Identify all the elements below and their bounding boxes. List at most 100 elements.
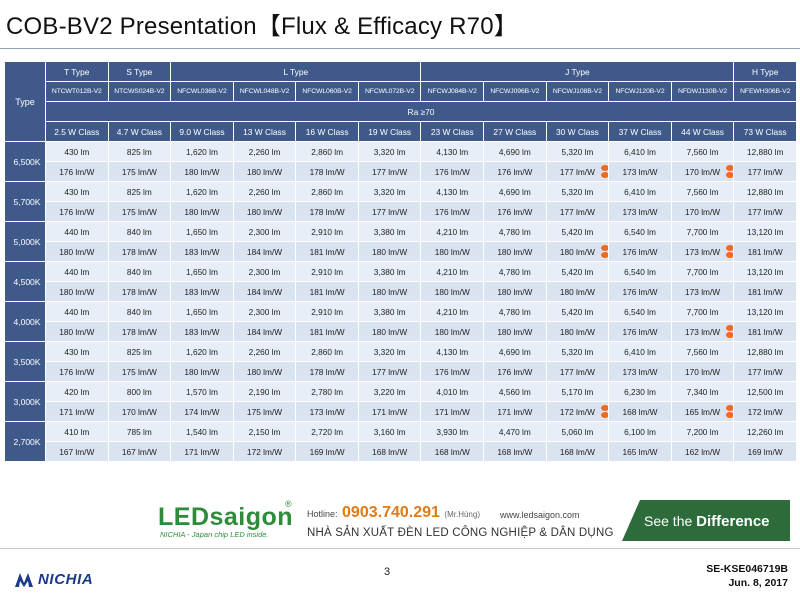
wattage-class-header: 23 W Class xyxy=(420,121,485,142)
efficacy-text: 177 lm/W xyxy=(559,206,595,217)
efficacy-value: 177 lm/W xyxy=(547,367,608,377)
flux-row: 4,500K 440 lm 840 lm 1,650 lm 2,300 lm 2,910 … xyxy=(4,261,797,302)
efficacy-cell: 177 lm/W xyxy=(545,161,610,182)
hotline-label: Hotline: xyxy=(307,509,338,519)
efficacy-text: 180 lm/W xyxy=(559,326,595,337)
flux-cell: 2,260 lm xyxy=(232,341,297,362)
efficacy-cell: 180 lm/W xyxy=(45,281,109,302)
flux-cell: 7,700 lm xyxy=(670,221,735,242)
highlight-marker-icon xyxy=(600,244,608,258)
efficacy-text: 177 lm/W xyxy=(372,206,408,217)
nichia-logo: NICHIA xyxy=(14,571,93,588)
flux-cell: 2,910 lm xyxy=(295,301,359,322)
efficacy-cell: 176 lm/W xyxy=(420,161,485,182)
efficacy-cell: 184 lm/W xyxy=(232,281,297,302)
efficacy-cell: 176 lm/W xyxy=(420,201,485,222)
efficacy-value: 165 lm/W xyxy=(672,404,733,418)
flux-cell: 2,190 lm xyxy=(232,381,297,402)
efficacy-value: 173 lm/W xyxy=(672,244,733,258)
part-number-header: NFCWL036B-V2 xyxy=(170,81,234,102)
efficacy-value: 170 lm/W xyxy=(109,407,170,417)
flux-cell: 5,320 lm xyxy=(545,181,610,202)
efficacy-value: 176 lm/W xyxy=(46,207,107,217)
efficacy-cell: 180 lm/W xyxy=(232,201,297,222)
efficacy-text: 172 lm/W xyxy=(747,406,783,417)
nichia-emblem-icon xyxy=(15,572,33,587)
flux-cell: 1,620 lm xyxy=(170,181,234,202)
ra-header: Ra ≥70 xyxy=(45,101,797,122)
flux-cell: 430 lm xyxy=(45,141,109,162)
efficacy-text: 171 lm/W xyxy=(497,406,533,417)
highlight-marker-icon xyxy=(725,164,733,178)
efficacy-cell: 172 lm/W xyxy=(232,441,297,462)
flux-cell: 1,570 lm xyxy=(170,381,234,402)
flux-cell: 13,120 lm xyxy=(733,221,797,242)
efficacy-value: 176 lm/W xyxy=(610,287,671,297)
wattage-class-header: 4.7 W Class xyxy=(107,121,172,142)
efficacy-cell: 180 lm/W xyxy=(357,321,422,342)
website-link[interactable]: www.ledsaigon.com xyxy=(500,510,580,520)
efficacy-text: 172 lm/W xyxy=(247,446,283,457)
efficacy-value: 181 lm/W xyxy=(297,247,358,257)
efficacy-value: 180 lm/W xyxy=(422,287,483,297)
wattage-class-header: 2.5 W Class xyxy=(45,121,109,142)
flux-row: 6,500K 430 lm 825 lm 1,620 lm 2,260 lm 2,860 … xyxy=(4,141,797,182)
company-slogan: NHÀ SẢN XUẤT ĐÈN LED CÔNG NGHIỆP & DÂN D… xyxy=(307,527,614,539)
efficacy-value: 176 lm/W xyxy=(610,246,671,257)
highlight-marker-icon xyxy=(600,164,608,178)
flux-cell: 4,210 lm xyxy=(420,221,485,242)
flux-cell: 825 lm xyxy=(107,141,172,162)
nichia-wordmark: NICHIA xyxy=(38,571,94,588)
flux-cell: 6,540 lm xyxy=(608,261,672,282)
efficacy-text: 176 lm/W xyxy=(622,246,658,257)
efficacy-text: 178 lm/W xyxy=(309,366,345,377)
efficacy-cell: 180 lm/W xyxy=(545,281,610,302)
efficacy-text: 177 lm/W xyxy=(747,366,783,377)
efficacy-value: 173 lm/W xyxy=(610,167,671,177)
efficacy-value: 180 lm/W xyxy=(422,247,483,257)
efficacy-cell: 180 lm/W xyxy=(170,161,234,182)
flux-cell: 1,650 lm xyxy=(170,261,234,282)
wattage-class-header: 27 W Class xyxy=(483,121,547,142)
efficacy-value: 171 lm/W xyxy=(172,447,233,457)
efficacy-value: 180 lm/W xyxy=(46,327,107,337)
efficacy-text: 171 lm/W xyxy=(59,406,95,417)
efficacy-value: 180 lm/W xyxy=(234,167,295,177)
efficacy-value: 178 lm/W xyxy=(109,327,170,337)
flux-cell: 430 lm xyxy=(45,341,109,362)
flux-cell: 7,560 lm xyxy=(670,341,735,362)
efficacy-value: 168 lm/W xyxy=(610,407,671,417)
efficacy-cell: 176 lm/W xyxy=(45,161,109,182)
efficacy-row: 176 lm/W 175 lm/W 180 lm/W 180 lm/W 178 lm/W… xyxy=(5,201,797,222)
efficacy-value: 177 lm/W xyxy=(735,366,796,377)
efficacy-text: 168 lm/W xyxy=(372,446,408,457)
efficacy-text: 162 lm/W xyxy=(685,446,721,457)
flux-cell: 2,910 lm xyxy=(295,261,359,282)
flux-cell: 4,780 lm xyxy=(483,221,547,242)
flux-cell: 3,320 lm xyxy=(357,141,422,162)
efficacy-cell: 181 lm/W xyxy=(733,321,797,342)
efficacy-text: 183 lm/W xyxy=(184,246,220,257)
flux-cell: 4,130 lm xyxy=(420,341,485,362)
hotline-number[interactable]: 0903.740.291 xyxy=(342,504,440,521)
efficacy-text: 181 lm/W xyxy=(309,326,345,337)
flux-cell: 4,130 lm xyxy=(420,181,485,202)
efficacy-cell: 172 lm/W xyxy=(733,401,797,422)
efficacy-value: 170 lm/W xyxy=(672,164,733,178)
efficacy-text: 173 lm/W xyxy=(622,366,658,377)
efficacy-text: 176 lm/W xyxy=(497,366,533,377)
flux-cell: 7,340 lm xyxy=(670,381,735,402)
efficacy-value: 180 lm/W xyxy=(547,326,608,337)
efficacy-text: 177 lm/W xyxy=(747,166,783,177)
efficacy-text: 180 lm/W xyxy=(184,206,220,217)
efficacy-row: 167 lm/W 167 lm/W 171 lm/W 172 lm/W 169 lm/W… xyxy=(5,441,797,462)
efficacy-text: 175 lm/W xyxy=(121,366,157,377)
efficacy-cell: 180 lm/W xyxy=(483,321,547,342)
efficacy-value: 162 lm/W xyxy=(672,446,733,457)
flux-cell: 2,860 lm xyxy=(295,341,359,362)
efficacy-text: 173 lm/W xyxy=(622,206,658,217)
cct-label: 5,000K xyxy=(4,221,46,262)
efficacy-cell: 173 lm/W xyxy=(670,241,735,262)
efficacy-text: 176 lm/W xyxy=(59,366,95,377)
efficacy-value: 176 lm/W xyxy=(485,366,546,377)
